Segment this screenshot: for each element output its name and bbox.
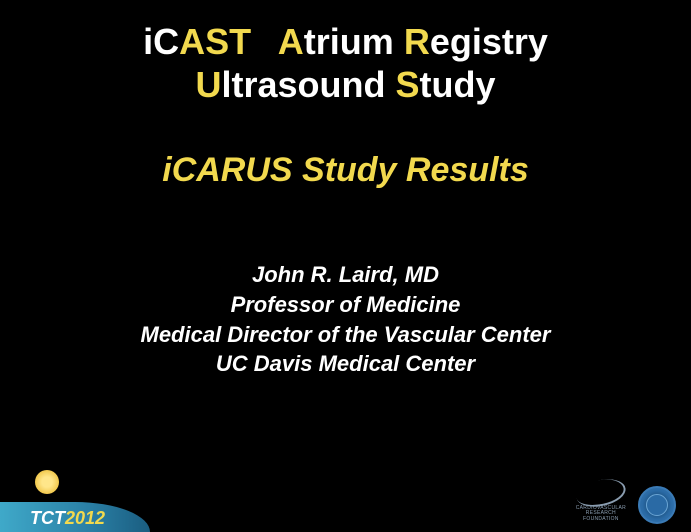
author-block: John R. Laird, MD Professor of Medicine … <box>141 260 551 379</box>
subtitle: iCARUS Study Results <box>162 151 529 190</box>
title-line-1: iCAST™ Atrium Registry <box>143 20 548 63</box>
author-name: John R. Laird, MD <box>141 260 551 290</box>
title-line-2: Ultrasound Study <box>143 63 548 106</box>
footer-right-logos: CARDIOVASCULAR RESEARCH FOUNDATION <box>576 486 691 532</box>
conference-prefix: TCT <box>30 508 65 528</box>
conference-label: TCT2012 <box>30 508 105 529</box>
slide-footer: TCT2012 CARDIOVASCULAR RESEARCH FOUNDATI… <box>0 480 691 532</box>
author-title-1: Professor of Medicine <box>141 290 551 320</box>
swoosh-icon <box>576 488 626 504</box>
presentation-slide: iCAST™ Atrium Registry Ultrasound Study … <box>0 0 691 532</box>
conference-year: 2012 <box>65 508 105 528</box>
author-affiliation: UC Davis Medical Center <box>141 349 551 379</box>
seal-logo-icon <box>638 486 676 524</box>
crf-text: CARDIOVASCULAR RESEARCH FOUNDATION <box>576 506 626 523</box>
author-title-2: Medical Director of the Vascular Center <box>141 320 551 350</box>
sun-icon <box>35 470 59 494</box>
conference-logo: TCT2012 <box>0 480 150 532</box>
seal-inner-icon <box>646 494 668 516</box>
title-block: iCAST™ Atrium Registry Ultrasound Study <box>143 20 548 106</box>
crf-logo: CARDIOVASCULAR RESEARCH FOUNDATION <box>576 488 626 523</box>
